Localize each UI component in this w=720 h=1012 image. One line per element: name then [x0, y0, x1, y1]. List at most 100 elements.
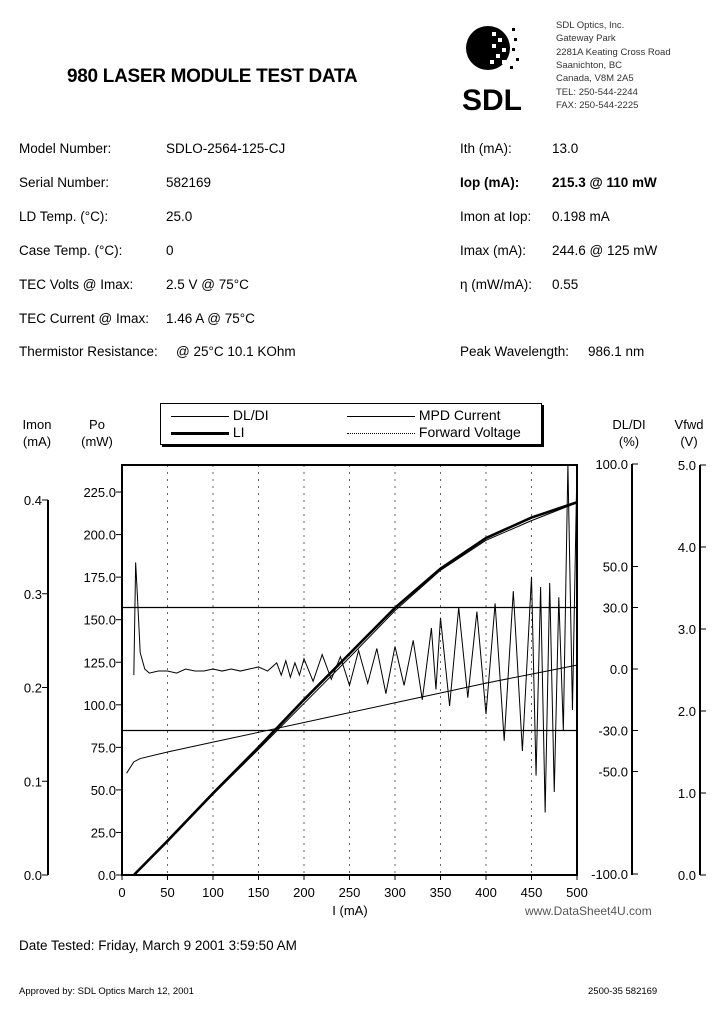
- x-tick-label: 450: [521, 885, 543, 900]
- po-tick-label: 175.0: [83, 570, 116, 585]
- approved-by: Approved by: SDL Optics March 12, 2001: [19, 986, 194, 997]
- field-value: 0.198 mA: [552, 209, 610, 224]
- vfwd-tick-label: 0.0: [678, 868, 696, 883]
- dldi-tick-label: 100.0: [595, 457, 628, 472]
- field-label: Imax (mA):: [460, 243, 526, 258]
- po-tick-label: 125.0: [83, 655, 116, 670]
- x-tick-label: 150: [248, 885, 270, 900]
- field-value: 244.6 @ 125 mW: [552, 243, 658, 258]
- field-value: 2.5 V @ 75°C: [166, 277, 249, 292]
- watermark: www.DataSheet4U.com: [525, 904, 652, 918]
- address-line: FAX: 250-544-2225: [556, 99, 639, 111]
- po-axis-label: Po: [89, 417, 105, 432]
- x-tick-label: 350: [430, 885, 452, 900]
- imon-tick-label: 0.0: [24, 868, 42, 883]
- address-line: 2281A Keating Cross Road: [556, 46, 671, 58]
- x-tick-label: 200: [293, 885, 315, 900]
- dldi-tick-label: -50.0: [598, 765, 628, 780]
- po-axis-label: (mW): [81, 434, 113, 449]
- imon-tick-label: 0.4: [24, 493, 42, 508]
- x-tick-label: 250: [339, 885, 361, 900]
- vfwd-tick-label: 1.0: [678, 786, 696, 801]
- legend-item-dldi: DL/DI: [171, 407, 269, 423]
- dldi-tick-label: 30.0: [603, 601, 628, 616]
- address-line: Canada, V8M 2A5: [556, 73, 634, 85]
- series-forward-voltage: [126, 664, 578, 774]
- legend-item-vfwd: Forward Voltage: [347, 424, 521, 440]
- vfwd-tick-label: 5.0: [678, 458, 696, 473]
- imon-tick-label: 0.1: [24, 774, 42, 789]
- field-label: Serial Number:: [19, 175, 110, 190]
- field-value: 0.55: [552, 277, 579, 292]
- field-label: η (mW/mA):: [460, 277, 532, 292]
- po-tick-label: 100.0: [83, 698, 116, 713]
- field-label: TEC Volts @ Imax:: [19, 277, 134, 292]
- field-label: TEC Current @ Imax:: [19, 311, 149, 326]
- po-tick-label: 225.0: [83, 485, 116, 500]
- chart: 0 50 100 150 200 250 300 350 400 450 500 I (mA) Imon…: [23, 417, 706, 918]
- imon-axis-label: Imon: [23, 417, 52, 432]
- vfwd-tick-label: 2.0: [678, 704, 696, 719]
- page-title: 980 LASER MODULE TEST DATA: [67, 66, 358, 87]
- po-tick-label: 75.0: [91, 740, 116, 755]
- legend-swatch: [171, 415, 229, 417]
- vfwd-tick-label: 4.0: [678, 540, 696, 555]
- document-number: 2500-35 582169: [588, 986, 658, 997]
- dldi-tick-label: -100.0: [591, 867, 628, 882]
- po-tick-label: 0.0: [98, 868, 116, 883]
- field-label: Model Number:: [19, 141, 112, 156]
- field-value: SDLO-2564-125-CJ: [166, 141, 286, 156]
- vfwd-tick-label: 3.0: [678, 622, 696, 637]
- legend-swatch: [347, 415, 415, 417]
- dldi-axis-label: (%): [619, 434, 639, 449]
- field-label: LD Temp. (°C):: [19, 209, 109, 224]
- x-tick-label: 0: [118, 885, 125, 900]
- field-label: Imon at Iop:: [460, 209, 532, 224]
- sdl-logo: SDL: [462, 22, 524, 117]
- series-dl-di: [133, 463, 578, 813]
- imon-axis-label: (mA): [23, 434, 51, 449]
- legend-label: MPD Current: [418, 407, 501, 423]
- field-label: Case Temp. (°C):: [19, 243, 123, 258]
- address-line: TEL: 250-544-2244: [556, 86, 638, 98]
- legend-label: DL/DI: [232, 407, 269, 423]
- dldi-tick-label: 0.0: [610, 662, 628, 677]
- imon-tick-label: 0.2: [24, 681, 42, 696]
- address-line: Saanichton, BC: [556, 59, 623, 71]
- field-value: 1.46 A @ 75°C: [166, 311, 255, 326]
- vfwd-axis-label: (V): [680, 434, 697, 449]
- x-tick-label: 50: [160, 885, 174, 900]
- field-label: Ith (mA):: [460, 141, 512, 156]
- x-tick-label: 300: [384, 885, 406, 900]
- series-li: [132, 501, 578, 876]
- x-tick-label: 500: [566, 885, 588, 900]
- po-tick-label: 50.0: [91, 783, 116, 798]
- legend-item-li: LI: [171, 424, 245, 440]
- series-mpd-current: [133, 502, 578, 876]
- imon-tick-label: 0.3: [24, 587, 42, 602]
- address-line: SDL Optics, Inc.: [556, 20, 625, 31]
- field-value: @ 25°C 10.1 KOhm: [176, 344, 296, 359]
- dldi-tick-label: -30.0: [598, 724, 628, 739]
- field-value: 986.1 nm: [588, 344, 645, 359]
- legend-swatch: [347, 432, 415, 434]
- sdl-logo-graphic: SDL: [462, 26, 522, 117]
- field-value: 13.0: [552, 141, 579, 156]
- legend-swatch: [171, 431, 229, 435]
- field-value: 0: [166, 243, 174, 258]
- field-value: 582169: [166, 175, 212, 190]
- vfwd-axis-label: Vfwd: [675, 417, 704, 432]
- date-tested: Date Tested: Friday, March 9 2001 3:59:5…: [19, 938, 297, 953]
- address-line: Gateway Park: [556, 33, 616, 45]
- field-label: Peak Wavelength:: [460, 344, 570, 359]
- legend: DL/DI LI MPD Current Forward Voltage: [160, 403, 542, 445]
- legend-label: Forward Voltage: [418, 424, 521, 440]
- x-tick-label: 400: [475, 885, 497, 900]
- legend-label: LI: [232, 424, 245, 440]
- logo-text: SDL: [462, 84, 522, 112]
- po-tick-label: 150.0: [83, 613, 116, 628]
- dldi-tick-label: 50.0: [603, 560, 628, 575]
- po-tick-label: 200.0: [83, 528, 116, 543]
- dldi-axis-label: DL/DI: [612, 417, 645, 432]
